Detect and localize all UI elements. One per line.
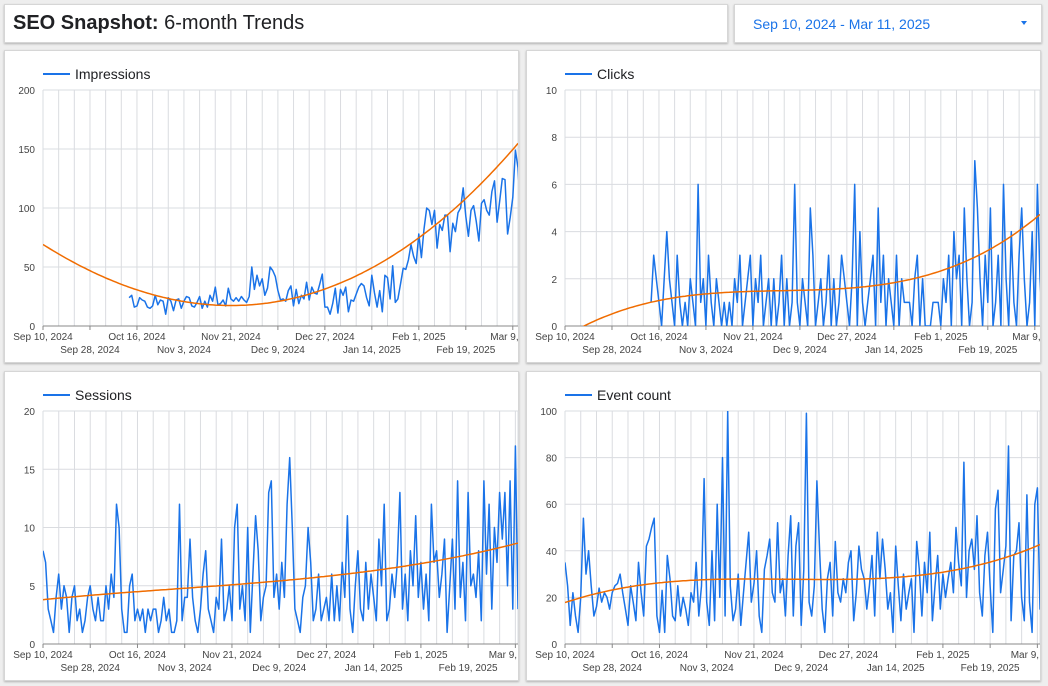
x-tick-label: Oct 16, 2024 [108,332,166,343]
y-tick-label: 4 [551,228,557,239]
x-tick-label: Sep 10, 2024 [13,650,73,661]
x-tick-label: Feb 19, 2025 [439,663,498,674]
x-tick-label: Feb 1, 2025 [392,332,446,343]
clicks-chart: Clicks 0 2 4 6 8 10 Sep 10, 2024 Sep 28, 2024 Oct… [535,66,1042,356]
impressions-chart-card: Impressions 0 50 100 150 200 Sep 10, 2024 Sep 2… [4,50,520,363]
clicks-trend-line [582,213,1040,326]
date-range-picker[interactable]: Sep 10, 2024 - Mar 11, 2025 [734,4,1042,43]
x-tick-label: Feb 1, 2025 [916,650,970,661]
y-tick-label: 200 [18,86,35,97]
impressions-chart: Impressions 0 50 100 150 200 Sep 10, 2024 Sep 2… [13,66,520,356]
x-tick-label: Nov 3, 2024 [680,663,734,674]
x-tick-label: Dec 27, 2024 [295,332,355,343]
sessions-chart: Sessions 0 5 10 15 20 Sep 10, 2024 Sep 28, 2024… [13,387,520,674]
y-tick-label: 40 [546,547,558,558]
sessions-trend-line [43,542,518,601]
event-count-trend-line [565,543,1040,604]
x-tick-label: Sep 28, 2024 [582,663,642,674]
x-tick-label: Dec 9, 2024 [774,663,828,674]
y-tick-label: 0 [29,322,35,333]
y-tick-label: 150 [18,145,35,156]
y-tick-label: 0 [551,640,557,651]
y-tick-label: 100 [540,407,557,418]
page-title: SEO Snapshot: 6-month Trends [13,12,304,35]
y-tick-label: 100 [18,204,35,215]
x-tick-label: Nov 3, 2024 [158,663,212,674]
sessions-chart-card: Sessions 0 5 10 15 20 Sep 10, 2024 Sep 28, 2024… [4,371,520,681]
x-tick-label: Dec 27, 2024 [297,650,357,661]
x-tick-label: Sep 28, 2024 [60,663,120,674]
x-tick-label: Oct 16, 2024 [631,650,689,661]
x-tick-label: Mar 9, 2... [490,332,520,343]
impressions-legend-label: Impressions [75,66,150,82]
x-tick-label: Jan 14, 2025 [865,345,923,356]
x-tick-label: Dec 9, 2024 [773,345,827,356]
x-tick-label: Nov 21, 2024 [201,332,261,343]
x-tick-label: Oct 16, 2024 [109,650,167,661]
event-count-legend-label: Event count [597,387,671,403]
y-tick-label: 80 [546,454,558,465]
x-tick-label: Sep 28, 2024 [60,345,120,356]
x-tick-label: Mar 9, 2025 [1011,650,1042,661]
y-tick-label: 2 [551,275,557,286]
y-tick-label: 50 [24,263,36,274]
y-tick-label: 0 [551,322,557,333]
x-tick-label: Mar 9, 2... [1012,332,1042,343]
clicks-series-line [650,160,1040,326]
x-tick-label: Nov 21, 2024 [202,650,262,661]
x-tick-label: Dec 27, 2024 [819,650,879,661]
x-tick-label: Oct 16, 2024 [630,332,688,343]
x-tick-label: Jan 14, 2025 [867,663,925,674]
caret-down-icon [1021,21,1027,25]
x-tick-label: Nov 3, 2024 [157,345,211,356]
event-count-series-line [565,411,1040,634]
event-count-chart-card: Event count 0 20 40 60 80 100 Sep 10, 2024 Sep 2… [526,371,1042,681]
x-tick-label: Feb 1, 2025 [914,332,968,343]
y-tick-label: 15 [24,465,36,476]
x-tick-label: Feb 19, 2025 [961,663,1020,674]
sessions-legend-label: Sessions [75,387,132,403]
impressions-trend-line [43,142,518,307]
y-tick-label: 8 [551,133,557,144]
x-tick-label: Sep 10, 2024 [535,650,595,661]
x-tick-label: Sep 10, 2024 [13,332,73,343]
x-tick-label: Nov 3, 2024 [679,345,733,356]
y-tick-label: 0 [29,640,35,651]
clicks-chart-card: Clicks 0 2 4 6 8 10 Sep 10, 2024 Sep 28, 2024 Oct… [526,50,1042,363]
x-tick-label: Sep 10, 2024 [535,332,595,343]
x-tick-label: Feb 19, 2025 [436,345,495,356]
y-tick-label: 5 [29,582,35,593]
impressions-series-line [128,149,518,315]
sessions-series-line [43,445,518,634]
y-tick-label: 60 [546,500,558,511]
page-title-bold: SEO Snapshot: [13,12,159,34]
x-tick-label: Sep 28, 2024 [582,345,642,356]
x-tick-label: Feb 1, 2025 [394,650,448,661]
y-tick-label: 10 [546,86,558,97]
title-card: SEO Snapshot: 6-month Trends [4,4,728,43]
event-count-chart: Event count 0 20 40 60 80 100 Sep 10, 2024 Sep 2… [535,387,1042,674]
x-tick-label: Dec 27, 2024 [817,332,877,343]
clicks-legend-label: Clicks [597,66,634,82]
y-tick-label: 20 [24,407,36,418]
x-tick-label: Jan 14, 2025 [345,663,403,674]
page-title-rest: 6-month Trends [158,12,305,34]
x-tick-label: Dec 9, 2024 [252,663,306,674]
x-tick-label: Nov 21, 2024 [723,332,783,343]
y-tick-label: 6 [551,180,557,191]
date-range-label: Sep 10, 2024 - Mar 11, 2025 [753,16,931,32]
y-tick-label: 10 [24,524,36,535]
x-tick-label: Dec 9, 2024 [251,345,305,356]
x-tick-label: Nov 21, 2024 [724,650,784,661]
x-tick-label: Mar 9, 2025 [489,650,520,661]
y-tick-label: 20 [546,593,558,604]
x-tick-label: Feb 19, 2025 [958,345,1017,356]
x-tick-label: Jan 14, 2025 [343,345,401,356]
